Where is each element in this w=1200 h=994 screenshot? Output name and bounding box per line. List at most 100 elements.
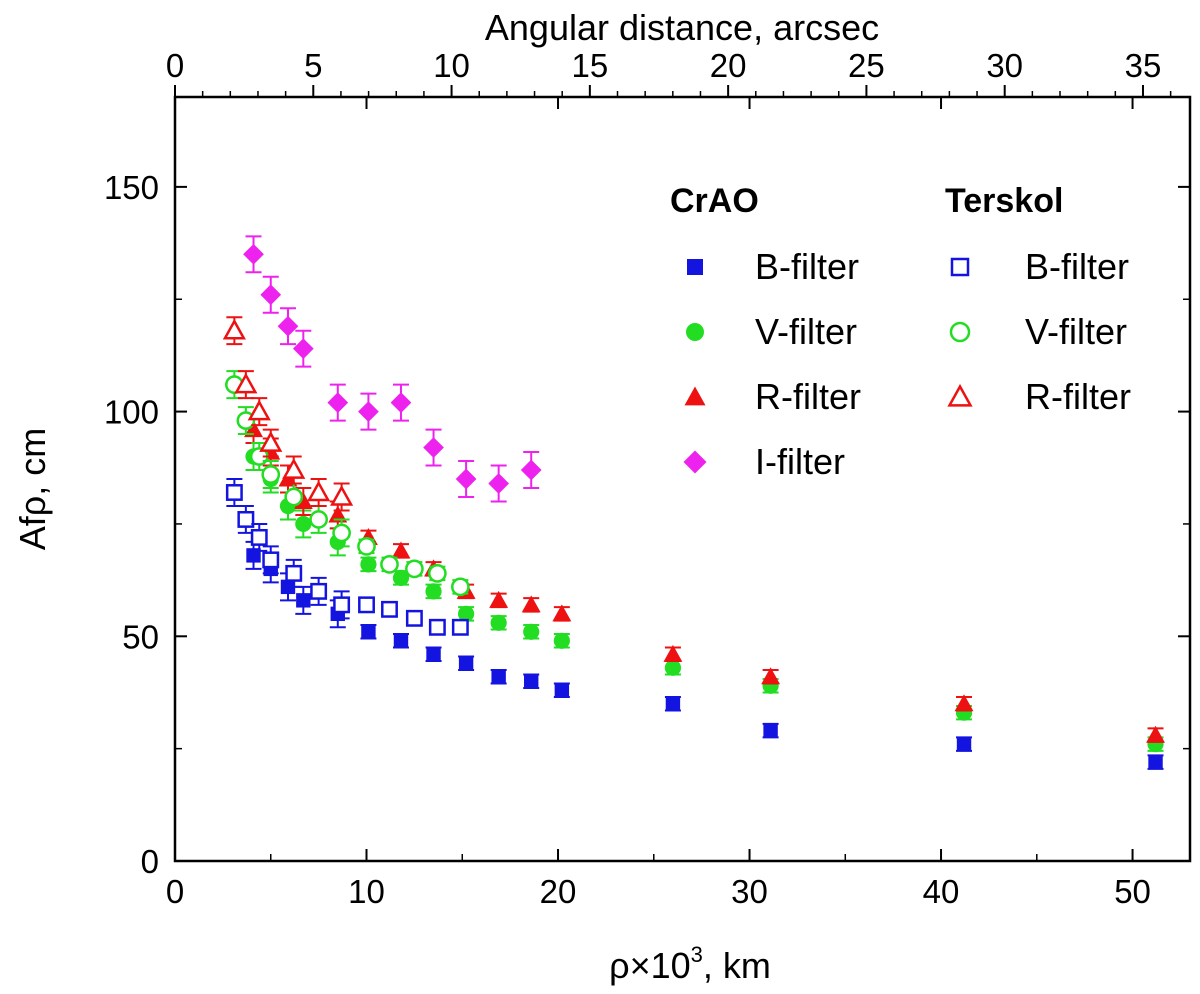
data-point (405, 609, 423, 627)
legend-label: B-filter (1025, 246, 1129, 287)
data-point (491, 669, 506, 684)
data-point (393, 633, 409, 648)
data-point (358, 596, 375, 614)
data-point (381, 600, 398, 618)
data-point (327, 392, 349, 413)
data-point (490, 614, 507, 631)
data-point (234, 372, 258, 394)
series-crao-r-filter (244, 415, 1165, 743)
data-point (489, 590, 509, 608)
data-point (1146, 725, 1165, 743)
legend-label: V-filter (1025, 311, 1127, 352)
data-point (423, 437, 444, 458)
x-tick-label: 0 (166, 873, 184, 910)
data-point (665, 696, 681, 711)
legend-label: R-filter (755, 376, 861, 417)
data-point (330, 484, 354, 506)
data-point (488, 473, 510, 494)
data-point (244, 420, 263, 438)
data-point (390, 392, 412, 413)
x-axis-title-sup: 3 (691, 942, 703, 967)
top-tick-label: 15 (571, 47, 608, 84)
legend-label: I-filter (755, 441, 845, 482)
top-tick-label: 20 (710, 47, 747, 84)
data-point (262, 551, 280, 569)
ticks: 0 10 20 30 40 50 0 5 10 15 20 25 30 35 0 50 100 150 (104, 47, 1190, 910)
x-tick-label: 30 (731, 873, 768, 910)
data-point (451, 618, 469, 636)
data-point (524, 674, 539, 689)
data-point (458, 656, 474, 671)
data-point (457, 605, 475, 622)
data-point (277, 315, 299, 337)
series-terskol-b-filter (225, 478, 469, 636)
series-crao-i-filter (243, 235, 542, 503)
top-tick-label: 25 (848, 47, 885, 84)
data-point (333, 596, 351, 614)
data-point (250, 528, 268, 546)
legend-marker (684, 386, 706, 406)
data-point (309, 510, 328, 529)
x-tick-label: 50 (1114, 873, 1151, 910)
x-axis-title: ρ×103, km (609, 942, 771, 986)
data-point (428, 564, 447, 583)
legend-marker (949, 321, 971, 343)
y-tick-label: 50 (122, 618, 159, 655)
data-point (521, 595, 541, 613)
plot-frame (173, 95, 1192, 863)
data-point (520, 459, 542, 481)
data-point (391, 541, 411, 559)
data-point (357, 537, 376, 556)
data-point (328, 505, 348, 523)
data-point (307, 480, 331, 502)
data-point (310, 582, 328, 600)
x-axis-title-suffix: , km (703, 945, 771, 986)
data-point (295, 515, 312, 533)
data-point (237, 510, 255, 528)
data-point (225, 484, 243, 501)
data-point (523, 623, 540, 640)
series-crao-b-filter (245, 540, 1164, 770)
legend-group-terskol: Terskol (945, 182, 1063, 220)
data-point (425, 583, 442, 600)
data-point (553, 632, 570, 649)
legend-marker (947, 383, 973, 407)
data-point (554, 683, 570, 698)
x-axis-title-main: ρ×10 (609, 945, 691, 986)
data-point (259, 431, 283, 452)
marks (222, 235, 1165, 770)
x-tick-label: 40 (923, 873, 960, 910)
data-point (761, 667, 781, 685)
x-tick-label: 20 (540, 873, 577, 910)
data-point (428, 618, 446, 636)
series-terskol-r-filter (222, 316, 354, 512)
data-point (426, 647, 441, 662)
data-point (332, 523, 351, 543)
data-point (380, 555, 399, 574)
data-point (284, 487, 304, 507)
data-point (282, 457, 306, 479)
data-point (360, 556, 377, 573)
data-point (261, 465, 281, 484)
data-point (552, 604, 572, 622)
data-point (358, 401, 379, 422)
top-tick-label: 30 (986, 47, 1023, 84)
data-point (405, 559, 424, 579)
data-point (260, 284, 282, 306)
data-point (956, 736, 972, 752)
data-point (392, 569, 410, 586)
y-tick-label: 0 (141, 843, 159, 880)
data-point (222, 318, 246, 340)
data-point (954, 694, 974, 712)
top-tick-label: 10 (433, 47, 470, 84)
top-tick-label: 5 (304, 47, 322, 84)
series-crao-v-filter (245, 442, 1164, 753)
legend: CrAO B-filter V-filter R-filter I-filter Ters… (670, 182, 1131, 482)
legend-marker (683, 450, 707, 474)
top-tick-label: 35 (1125, 47, 1162, 84)
legend-group-crao: CrAO (670, 182, 759, 220)
data-point (247, 399, 271, 421)
legend-marker (950, 257, 970, 277)
data-point (361, 624, 376, 639)
